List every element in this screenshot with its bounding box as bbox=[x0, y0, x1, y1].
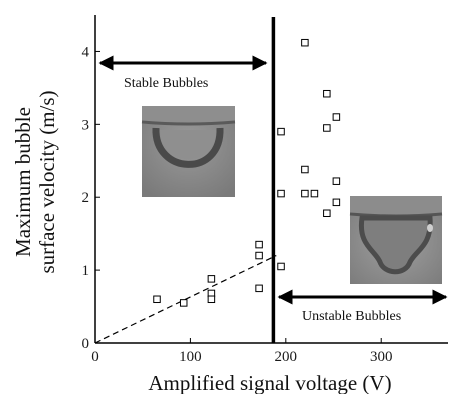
unstable-bubble-photo bbox=[349, 196, 443, 284]
data-point bbox=[207, 275, 216, 283]
data-point bbox=[301, 38, 309, 47]
x-tick-label: 100 bbox=[179, 349, 202, 365]
data-point bbox=[332, 113, 341, 121]
x-tick-label: 300 bbox=[370, 349, 393, 365]
data-point bbox=[153, 295, 161, 304]
y-tick-label: 4 bbox=[82, 44, 90, 60]
data-point bbox=[301, 189, 309, 198]
x-tick-label: 0 bbox=[91, 349, 99, 365]
y-tick-label: 3 bbox=[82, 117, 90, 133]
data-point bbox=[277, 189, 285, 198]
unstable-bubbles-label: Unstable Bubbles bbox=[302, 309, 401, 324]
y-axis-label-line2: surface velocity (m/s) bbox=[35, 90, 59, 273]
y-axis-label-line1: Maximum bubble bbox=[11, 107, 35, 257]
data-point bbox=[323, 209, 331, 218]
y-tick-label: 2 bbox=[82, 190, 90, 206]
data-point bbox=[207, 295, 216, 304]
y-tick-label: 1 bbox=[82, 263, 90, 279]
data-point bbox=[301, 165, 309, 174]
data-point bbox=[323, 124, 331, 132]
data-point bbox=[255, 251, 263, 260]
data-point bbox=[310, 189, 319, 198]
data-point bbox=[255, 284, 263, 293]
data-point bbox=[179, 299, 188, 307]
x-axis-label: Amplified signal voltage (V) bbox=[148, 371, 391, 394]
stable-bubble-photo bbox=[141, 106, 236, 197]
data-point bbox=[323, 89, 331, 98]
y-tick-label: 0 bbox=[82, 336, 90, 352]
stable-bubbles-label: Stable Bubbles bbox=[124, 76, 208, 91]
data-point bbox=[277, 127, 285, 136]
data-point bbox=[332, 177, 341, 185]
data-point bbox=[332, 198, 341, 207]
x-tick-label: 200 bbox=[275, 349, 298, 365]
data-point bbox=[255, 240, 263, 249]
data-point bbox=[277, 262, 285, 271]
